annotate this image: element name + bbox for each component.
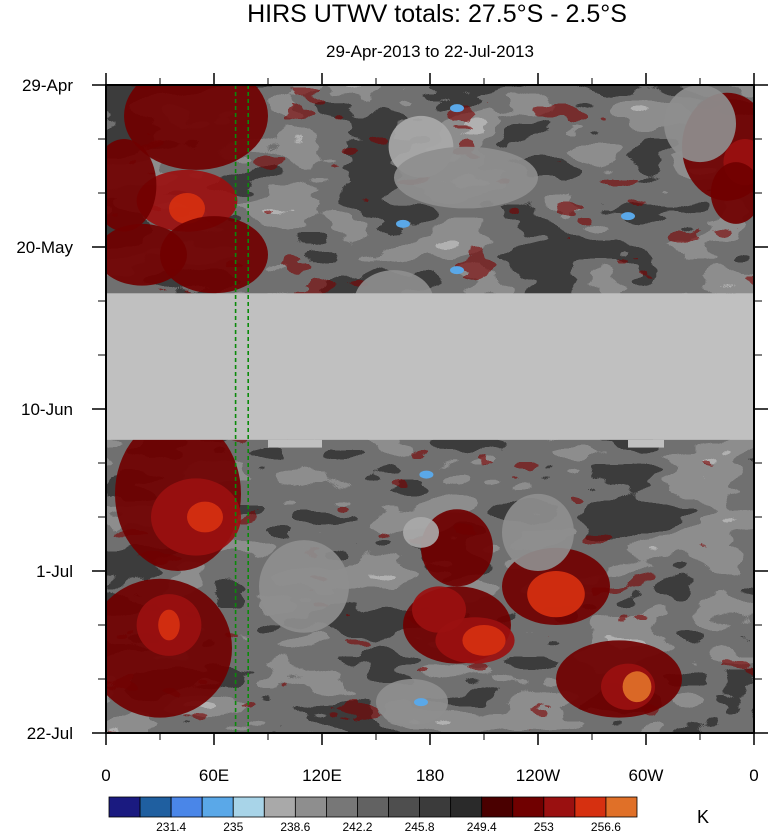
y-tick-label: 20-May: [16, 238, 73, 257]
contour-blob: [412, 586, 466, 633]
x-tick-label: 120W: [516, 766, 560, 785]
colorbar-label: 238.6: [280, 820, 310, 834]
contour-blob: [160, 216, 268, 294]
contour-blob: [106, 139, 157, 232]
colorbar-swatch: [574, 796, 607, 818]
colorbar-label: 235: [223, 820, 243, 834]
colorbar-label: 256.6: [591, 820, 621, 834]
x-tick-label: 0: [101, 766, 110, 785]
y-tick-label: 1-Jul: [36, 562, 73, 581]
y-tick-label: 22-Jul: [27, 724, 73, 743]
contour-blob: [376, 679, 448, 726]
x-tick-label: 180: [416, 766, 444, 785]
colorbar-label: 249.4: [467, 820, 497, 834]
colorbar-swatch: [543, 796, 576, 818]
contour-blobs: [106, 85, 754, 726]
cold-spot: [450, 266, 464, 275]
cold-spot: [396, 219, 410, 228]
chart-title: HIRS UTWV totals: 27.5°S - 2.5°S: [247, 0, 627, 28]
colorbar-label: 245.8: [405, 820, 435, 834]
colorbar-swatch: [357, 796, 389, 818]
colorbar-label: 231.4: [156, 820, 186, 834]
x-tick-label: 0: [749, 766, 758, 785]
colorbar-unit: K: [697, 807, 709, 827]
cold-spot: [621, 212, 635, 221]
cold-spot: [419, 470, 434, 479]
cold-spot: [414, 698, 428, 707]
contour-blob: [664, 85, 736, 163]
colorbar-swatch: [108, 796, 141, 818]
y-axis: 29-Apr 20-May 10-Jun 1-Jul 22-Jul: [16, 76, 768, 743]
x-tick-label: 120E: [302, 766, 342, 785]
contour-blob: [710, 162, 754, 224]
colorbar-swatch: [605, 796, 638, 818]
contour-blob: [169, 193, 205, 224]
contour-blob: [502, 493, 574, 571]
colorbar-swatch: [294, 796, 327, 818]
cold-spot: [450, 104, 464, 113]
plot-area: [106, 85, 754, 733]
colorbar-swatch: [170, 796, 203, 818]
colorbar-swatch: [326, 796, 358, 818]
contour-blob: [106, 223, 187, 286]
contour-blob: [187, 501, 223, 533]
contour-blob: [527, 571, 585, 618]
missing-data-region: [628, 439, 664, 448]
missing-data-region: [268, 439, 322, 448]
colorbar-swatch: [419, 796, 452, 818]
reference-lines: [234, 85, 249, 733]
y-tick-label: 10-Jun: [21, 400, 73, 419]
colorbar-swatch: [263, 796, 296, 818]
contour-blob: [394, 146, 538, 209]
x-tick-label: 60W: [629, 766, 664, 785]
missing-data-band: [106, 293, 754, 448]
contour-blob: [421, 509, 493, 587]
contour-blob: [124, 85, 268, 170]
colorbar-swatch: [481, 796, 514, 818]
contour-blob: [158, 609, 180, 641]
colorbar-swatch: [450, 796, 483, 818]
contour-blob: [259, 540, 349, 633]
y-tick-label: 29-Apr: [22, 76, 73, 95]
missing-data-region: [106, 293, 754, 440]
colorbar-swatch: [512, 796, 545, 818]
contour-blob: [622, 671, 652, 703]
contour-blob: [403, 517, 439, 548]
colorbar-swatch: [201, 796, 234, 818]
chart-subtitle: 29-Apr-2013 to 22-Jul-2013: [326, 42, 534, 61]
colorbar-label: 253: [534, 820, 554, 834]
colorbar-swatch: [139, 796, 172, 818]
colorbar-swatch: [388, 796, 420, 818]
x-axis: 0 60E 120E 180 120W 60W 0: [101, 73, 759, 785]
colorbar: 231.4 235 238.6 242.2 245.8 249.4 253 256.6: [108, 796, 638, 834]
contour-blob: [462, 625, 506, 656]
colorbar-label: 242.2: [342, 820, 372, 834]
colorbar-swatch: [232, 796, 265, 818]
x-tick-label: 60E: [199, 766, 229, 785]
